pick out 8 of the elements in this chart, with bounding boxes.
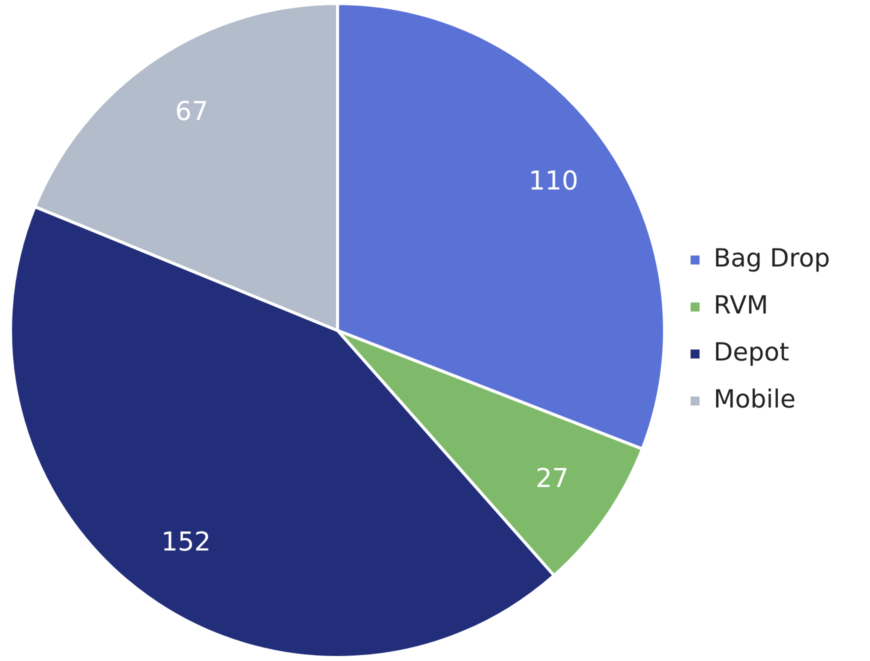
data-label: 67: [175, 97, 208, 128]
legend-label: Bag Drop: [714, 244, 830, 272]
legend-label: RVM: [714, 290, 768, 320]
data-label: 110: [528, 166, 578, 197]
data-label: 152: [161, 528, 211, 558]
legend-label: Mobile: [714, 384, 796, 414]
data-label: 27: [536, 464, 569, 494]
legend-label: Depot: [714, 338, 790, 366]
